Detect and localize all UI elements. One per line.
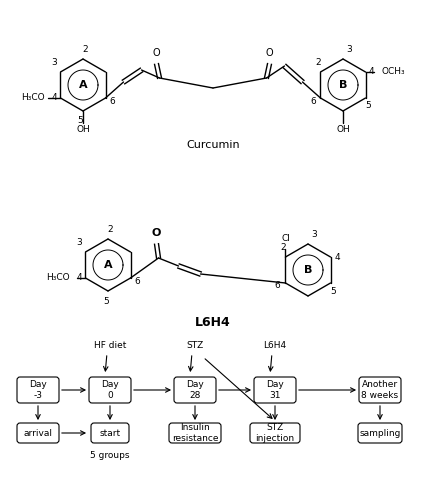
Text: Cl: Cl [281,234,290,243]
Text: Day
31: Day 31 [266,380,284,400]
Text: 4: 4 [52,94,57,102]
FancyBboxPatch shape [17,423,59,443]
Text: Another
8 weeks: Another 8 weeks [362,380,399,400]
Text: OCH₃: OCH₃ [381,68,405,76]
FancyBboxPatch shape [91,423,129,443]
Text: 6: 6 [109,96,115,106]
Text: STZ
injection: STZ injection [255,424,295,442]
Text: Insulin
resistance: Insulin resistance [172,424,218,442]
Text: 5: 5 [77,116,83,125]
Text: Day
-3: Day -3 [29,380,47,400]
FancyBboxPatch shape [254,377,296,403]
Text: OH: OH [336,125,350,134]
Text: 4: 4 [369,68,374,76]
FancyBboxPatch shape [358,423,402,443]
Text: 6: 6 [135,276,140,285]
Text: 2: 2 [82,45,88,54]
FancyBboxPatch shape [174,377,216,403]
FancyBboxPatch shape [89,377,131,403]
Text: HF diet: HF diet [94,341,126,350]
Text: 2: 2 [281,243,286,252]
Text: 2: 2 [316,58,321,67]
Text: A: A [79,80,88,90]
Text: 3: 3 [346,45,352,54]
Text: sampling: sampling [360,428,401,438]
Text: STZ: STZ [186,341,204,350]
Text: L6H4: L6H4 [195,316,231,328]
Text: B: B [304,265,312,275]
Text: A: A [104,260,112,270]
Text: 4: 4 [335,252,340,262]
FancyBboxPatch shape [359,377,401,403]
Text: arrival: arrival [24,428,52,438]
Text: H₃CO: H₃CO [21,94,45,102]
Text: 5: 5 [331,287,336,296]
Text: Curcumin: Curcumin [186,140,240,150]
Text: Day
0: Day 0 [101,380,119,400]
FancyBboxPatch shape [169,423,221,443]
FancyBboxPatch shape [250,423,300,443]
Text: H₃CO: H₃CO [46,274,69,282]
Text: 5 groups: 5 groups [90,451,130,460]
Text: O: O [266,48,273,58]
Text: Day
28: Day 28 [186,380,204,400]
Text: 3: 3 [311,230,317,239]
Text: L6H4: L6H4 [263,341,287,350]
Text: start: start [100,428,121,438]
Text: OH: OH [76,125,90,134]
Text: 3: 3 [77,238,82,247]
Text: B: B [339,80,347,90]
Text: O: O [152,228,161,238]
Text: 5: 5 [366,101,372,110]
Text: 5: 5 [103,297,109,306]
Text: 2: 2 [107,225,113,234]
FancyBboxPatch shape [17,377,59,403]
Text: 6: 6 [275,282,281,290]
Text: 6: 6 [311,96,317,106]
Text: 4: 4 [77,274,82,282]
Text: O: O [153,48,160,58]
Text: 3: 3 [52,58,57,67]
